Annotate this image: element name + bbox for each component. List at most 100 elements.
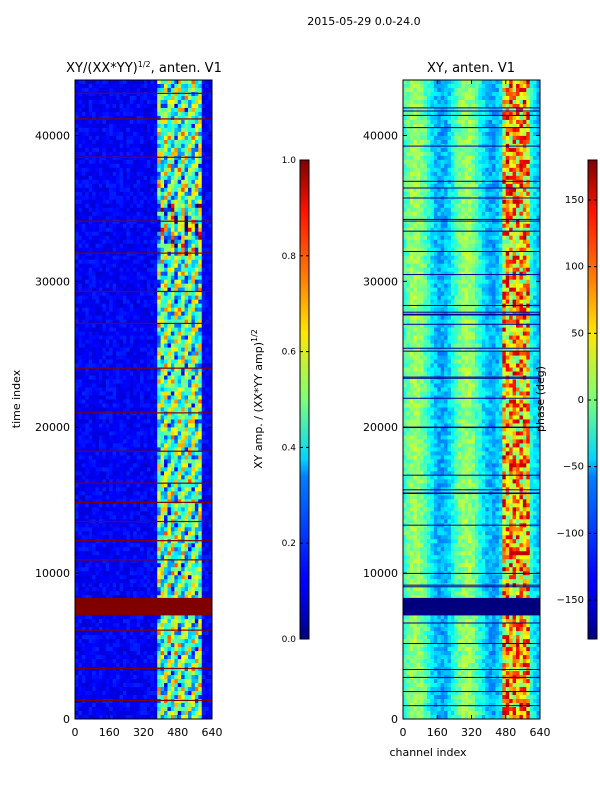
heatmap-cell <box>191 451 196 456</box>
heatmap-cell <box>140 507 144 512</box>
heatmap-cell <box>157 555 162 560</box>
heatmap-cell <box>88 87 93 93</box>
heatmap-cell <box>205 307 209 313</box>
heatmap-cell <box>150 223 155 229</box>
heatmap-cell <box>177 427 182 432</box>
heatmap-cell <box>170 291 175 297</box>
heatmap-cell <box>188 295 192 301</box>
heatmap-cell <box>75 311 79 317</box>
heatmap-cell <box>208 455 212 460</box>
heatmap-cell <box>112 315 117 321</box>
heatmap-cell <box>105 203 110 209</box>
heatmap-cell <box>95 119 100 125</box>
heatmap-cell <box>146 115 151 121</box>
heatmap-cell <box>98 507 103 512</box>
heatmap-cell <box>112 543 117 548</box>
heatmap-cell <box>205 107 209 113</box>
heatmap-cell <box>129 363 134 368</box>
heatmap-cell <box>129 139 134 145</box>
heatmap-cell <box>119 491 124 496</box>
heatmap-cell <box>157 507 162 512</box>
heatmap-cell <box>140 103 144 109</box>
heatmap-cell <box>153 379 158 384</box>
heatmap-cell <box>95 475 100 480</box>
heatmap-cell <box>136 515 141 520</box>
heatmap-cell <box>191 283 196 289</box>
heatmap-cell <box>160 379 165 384</box>
heatmap-cell <box>170 483 175 488</box>
heatmap-cell <box>170 455 175 460</box>
heatmap-cell <box>133 159 138 165</box>
heatmap-cell <box>105 127 110 133</box>
heatmap-cell <box>205 483 209 488</box>
heatmap-cell <box>140 515 144 520</box>
heatmap-cell <box>201 487 206 492</box>
heatmap-cell <box>98 311 103 317</box>
heatmap-cell <box>119 543 124 548</box>
heatmap-cell <box>119 267 124 273</box>
heatmap-cell <box>92 379 96 384</box>
heatmap-cell <box>126 175 131 181</box>
heatmap-cell <box>174 151 179 157</box>
heatmap-cell <box>105 315 110 321</box>
heatmap-cell <box>112 171 117 177</box>
heatmap-cell <box>174 459 179 464</box>
heatmap-cell <box>205 495 209 500</box>
heatmap-cell <box>136 483 141 488</box>
heatmap-cell <box>85 535 90 540</box>
heatmap-cell <box>109 367 114 372</box>
heatmap-cell <box>160 315 165 321</box>
heatmap-cell <box>208 555 212 560</box>
heatmap-cell <box>75 307 79 313</box>
heatmap-cell <box>105 235 110 241</box>
heatmap-cell <box>143 267 148 273</box>
heatmap-cell <box>75 351 79 356</box>
heatmap-cell <box>88 427 93 432</box>
heatmap-cell <box>109 223 114 229</box>
heatmap-cell <box>164 235 168 241</box>
heatmap-cell <box>157 387 162 392</box>
heatmap-cell <box>109 555 114 560</box>
heatmap-cell <box>188 103 192 109</box>
heatmap-cell <box>170 463 175 468</box>
heatmap-cell <box>184 371 189 376</box>
heatmap-cell <box>81 515 86 520</box>
heatmap-cell <box>174 515 179 520</box>
heatmap-cell <box>136 439 141 444</box>
heatmap-cell <box>109 447 114 452</box>
heatmap-cell <box>129 467 134 472</box>
heatmap-cell <box>88 415 93 420</box>
heatmap-cell <box>122 143 127 149</box>
heatmap-cell <box>188 439 192 444</box>
heatmap-cell <box>201 107 206 113</box>
heatmap-cell <box>194 239 199 245</box>
heatmap-cell <box>136 111 141 117</box>
heatmap-cell <box>109 263 114 269</box>
heatmap-cell <box>167 471 172 476</box>
heatmap-cell <box>146 287 151 293</box>
heatmap-cell <box>122 423 127 428</box>
heatmap-cell <box>75 247 79 253</box>
heatmap-cell <box>98 255 103 261</box>
heatmap-cell <box>181 531 185 536</box>
heatmap-cell <box>88 343 93 348</box>
heatmap-cell <box>198 523 203 528</box>
heatmap-cell <box>112 571 117 576</box>
heatmap-cell <box>153 423 158 428</box>
heatmap-cell <box>143 143 148 149</box>
heatmap-cell <box>201 111 206 117</box>
heatmap-cell <box>88 303 93 309</box>
heatmap-cell <box>177 391 182 396</box>
heatmap-cell <box>122 431 127 436</box>
heatmap-cell <box>102 435 107 440</box>
heatmap-cell <box>126 331 131 336</box>
heatmap-cell <box>170 111 175 117</box>
heatmap-cell <box>129 231 134 237</box>
heatmap-cell <box>105 159 110 165</box>
heatmap-cell <box>116 83 120 89</box>
heatmap-cell <box>170 479 175 484</box>
heatmap-cell <box>194 423 199 428</box>
heatmap-cell <box>81 219 86 225</box>
heatmap-cell <box>205 287 209 293</box>
heatmap-cell <box>191 391 196 396</box>
